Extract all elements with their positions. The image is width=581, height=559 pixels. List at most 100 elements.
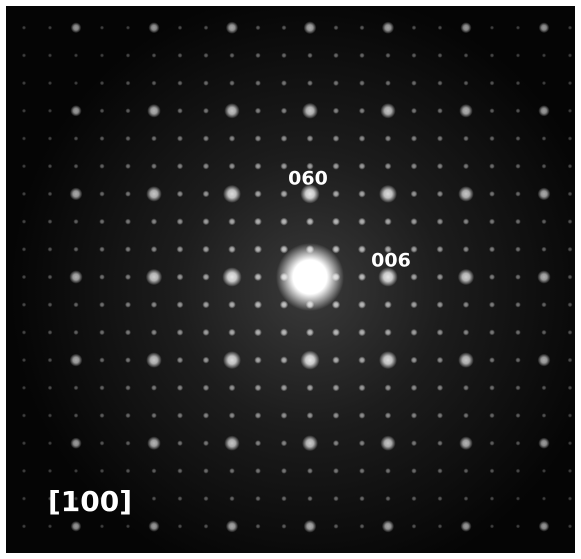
diffraction-spot bbox=[177, 135, 183, 141]
diffraction-spot bbox=[202, 329, 209, 336]
diffraction-spot bbox=[48, 524, 52, 528]
diffraction-spot bbox=[203, 190, 210, 197]
diffraction-spot bbox=[568, 53, 572, 57]
diffraction-spot bbox=[410, 218, 417, 225]
diffraction-spot bbox=[22, 219, 26, 223]
diffraction-spot bbox=[333, 108, 339, 114]
diffraction-spot bbox=[332, 328, 340, 336]
diffraction-spot bbox=[410, 273, 417, 280]
diffraction-spot bbox=[541, 330, 546, 335]
diffraction-spot bbox=[125, 163, 131, 169]
diffraction-spot bbox=[254, 356, 261, 363]
diffraction-spot bbox=[541, 247, 546, 252]
diffraction-spot bbox=[332, 218, 340, 226]
diffraction-spot bbox=[70, 188, 83, 201]
diffraction-spot bbox=[22, 53, 26, 57]
diffraction-spot bbox=[304, 520, 317, 533]
diffraction-spot bbox=[22, 441, 26, 445]
diffraction-spot bbox=[177, 301, 184, 308]
diffraction-spot bbox=[410, 329, 417, 336]
diffraction-spot bbox=[22, 469, 26, 473]
diffraction-spot bbox=[125, 385, 131, 391]
diffraction-spot bbox=[149, 22, 160, 33]
diffraction-spot bbox=[125, 302, 131, 308]
diffraction-spot bbox=[254, 218, 262, 226]
diffraction-spot bbox=[177, 357, 184, 364]
diffraction-spot bbox=[280, 328, 288, 336]
diffraction-spot bbox=[437, 412, 443, 418]
diffraction-spot bbox=[151, 81, 156, 86]
diffraction-spot bbox=[229, 496, 234, 501]
diffraction-spot bbox=[48, 302, 53, 307]
diffraction-spot bbox=[332, 163, 339, 170]
diffraction-spot bbox=[458, 186, 474, 202]
diffraction-spot bbox=[489, 302, 495, 308]
diffraction-spot bbox=[568, 26, 572, 30]
diffraction-spot bbox=[515, 385, 520, 390]
diffraction-spot bbox=[125, 357, 131, 363]
diffraction-spot bbox=[463, 329, 469, 335]
diffraction-spot bbox=[358, 329, 366, 337]
diffraction-spot bbox=[359, 496, 364, 501]
diffraction-spot bbox=[100, 441, 105, 446]
diffraction-spot bbox=[177, 80, 182, 85]
diffraction-spot bbox=[203, 468, 209, 474]
diffraction-spot bbox=[229, 468, 235, 474]
diffraction-spot bbox=[568, 219, 573, 224]
diffraction-spot bbox=[382, 520, 394, 532]
diffraction-spot bbox=[333, 53, 338, 58]
diffraction-spot bbox=[412, 524, 417, 529]
diffraction-spot bbox=[22, 109, 26, 113]
diffraction-spot bbox=[437, 440, 443, 446]
diffraction-spot bbox=[463, 468, 468, 473]
diffraction-spot bbox=[228, 329, 235, 336]
diffraction-spot bbox=[177, 329, 184, 336]
diffraction-spot bbox=[22, 496, 26, 500]
diffraction-spot bbox=[229, 384, 236, 391]
diffraction-spot bbox=[489, 219, 495, 225]
diffraction-spot bbox=[125, 246, 131, 252]
diffraction-spot bbox=[22, 275, 27, 280]
diffraction-spot bbox=[568, 109, 572, 113]
diffraction-spot bbox=[203, 135, 209, 141]
diffraction-spot bbox=[458, 352, 474, 368]
diffraction-spot bbox=[222, 267, 241, 286]
diffraction-spot bbox=[542, 469, 546, 473]
diffraction-spot bbox=[489, 357, 495, 363]
diffraction-spot bbox=[281, 412, 288, 419]
diffraction-spot bbox=[463, 385, 469, 391]
diffraction-spot bbox=[307, 80, 313, 86]
diffraction-spot bbox=[437, 468, 442, 473]
diffraction-spot bbox=[22, 136, 26, 140]
diffraction-spot bbox=[147, 436, 161, 450]
diffraction-spot bbox=[255, 412, 262, 419]
zone-axis-label: [100] bbox=[48, 485, 132, 518]
diffraction-spot bbox=[333, 135, 340, 142]
diffraction-spot bbox=[463, 218, 469, 224]
diffraction-spot bbox=[73, 247, 78, 252]
diffraction-spot bbox=[541, 219, 546, 224]
diffraction-pattern: 060 006 [100] bbox=[0, 0, 581, 559]
diffraction-spot bbox=[125, 219, 131, 225]
diffraction-spot bbox=[437, 135, 443, 141]
diffraction-spot bbox=[489, 191, 495, 197]
diffraction-spot bbox=[411, 108, 417, 114]
diffraction-spot bbox=[489, 136, 494, 141]
diffraction-spot bbox=[359, 25, 364, 30]
diffraction-spot bbox=[437, 191, 444, 198]
diffraction-spot bbox=[516, 441, 521, 446]
diffraction-spot bbox=[22, 81, 26, 85]
diffraction-spot bbox=[358, 190, 365, 197]
diffraction-spot bbox=[203, 496, 208, 501]
diffraction-spot bbox=[280, 356, 288, 364]
diffraction-spot bbox=[490, 53, 495, 58]
diffraction-spot bbox=[228, 218, 235, 225]
diffraction-spot bbox=[151, 136, 157, 142]
diffraction-spot bbox=[226, 22, 238, 34]
diffraction-spot bbox=[358, 356, 365, 363]
diffraction-spot bbox=[304, 21, 317, 34]
diffraction-spot bbox=[254, 329, 262, 337]
diffraction-spot bbox=[515, 164, 520, 169]
diffraction-spot bbox=[461, 22, 472, 33]
diffraction-spot bbox=[125, 191, 131, 197]
